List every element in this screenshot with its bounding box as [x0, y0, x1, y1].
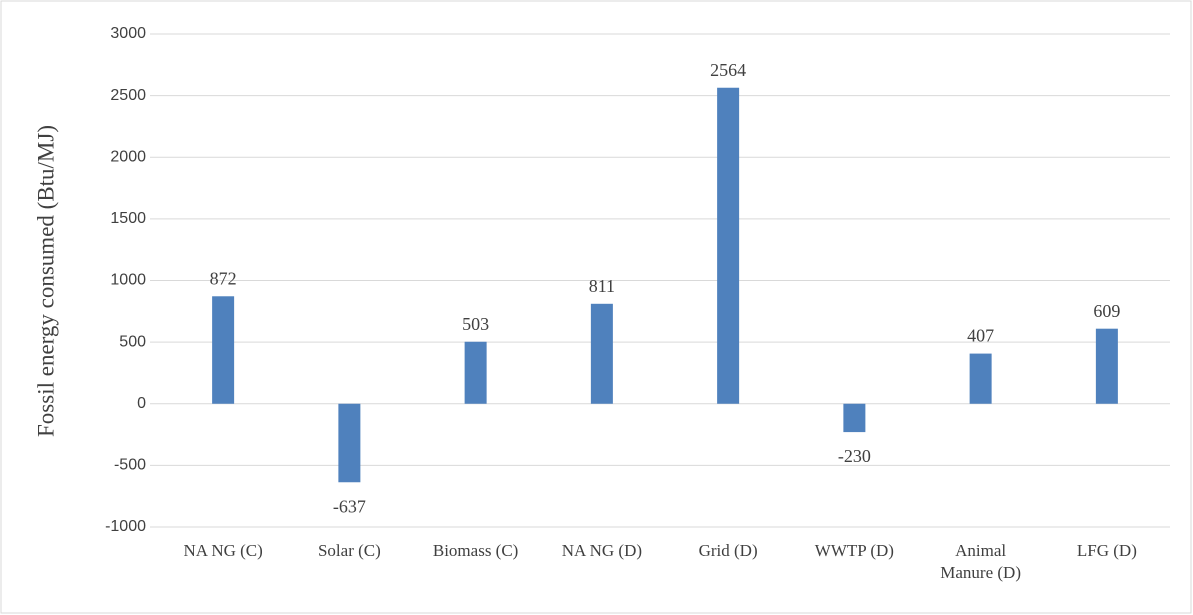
y-tick-label: -500 — [114, 457, 146, 474]
data-label: -230 — [838, 446, 871, 466]
bar — [969, 353, 992, 404]
bar — [338, 403, 361, 483]
x-tick-label: WWTP (D) — [815, 541, 894, 560]
y-tick-label: 2000 — [110, 148, 146, 165]
x-tick-label: LFG (D) — [1077, 541, 1137, 560]
y-tick-label: 0 — [137, 395, 146, 412]
x-tick-label: NA NG (C) — [183, 541, 262, 560]
x-tick-label: NA NG (D) — [562, 541, 642, 560]
bar — [843, 403, 866, 433]
bar — [717, 87, 740, 404]
y-tick-label: -1000 — [105, 518, 146, 535]
bar — [464, 341, 487, 404]
x-tick-label: Biomass (C) — [433, 541, 518, 560]
y-tick-label: 500 — [119, 333, 146, 350]
x-tick-label: Animal Manure (D) — [940, 541, 1021, 582]
x-tick-label: Grid (D) — [699, 541, 758, 560]
y-tick-label: 3000 — [110, 25, 146, 42]
y-axis-label: Fossil energy consumed (Btu/MJ) — [33, 125, 58, 437]
bar — [212, 296, 235, 404]
data-label: 872 — [210, 268, 237, 288]
y-tick-label: 2500 — [110, 87, 146, 104]
y-tick-label: 1500 — [110, 210, 146, 227]
bar — [1095, 328, 1118, 404]
data-label: 609 — [1093, 301, 1120, 321]
bar — [590, 303, 613, 404]
data-label: 407 — [967, 326, 994, 346]
y-tick-label: 1000 — [110, 272, 146, 289]
data-label: 2564 — [710, 60, 746, 80]
x-tick-label: Solar (C) — [318, 541, 381, 560]
data-label: 503 — [462, 314, 489, 334]
data-label: -637 — [333, 496, 366, 516]
data-label: 811 — [589, 276, 615, 296]
